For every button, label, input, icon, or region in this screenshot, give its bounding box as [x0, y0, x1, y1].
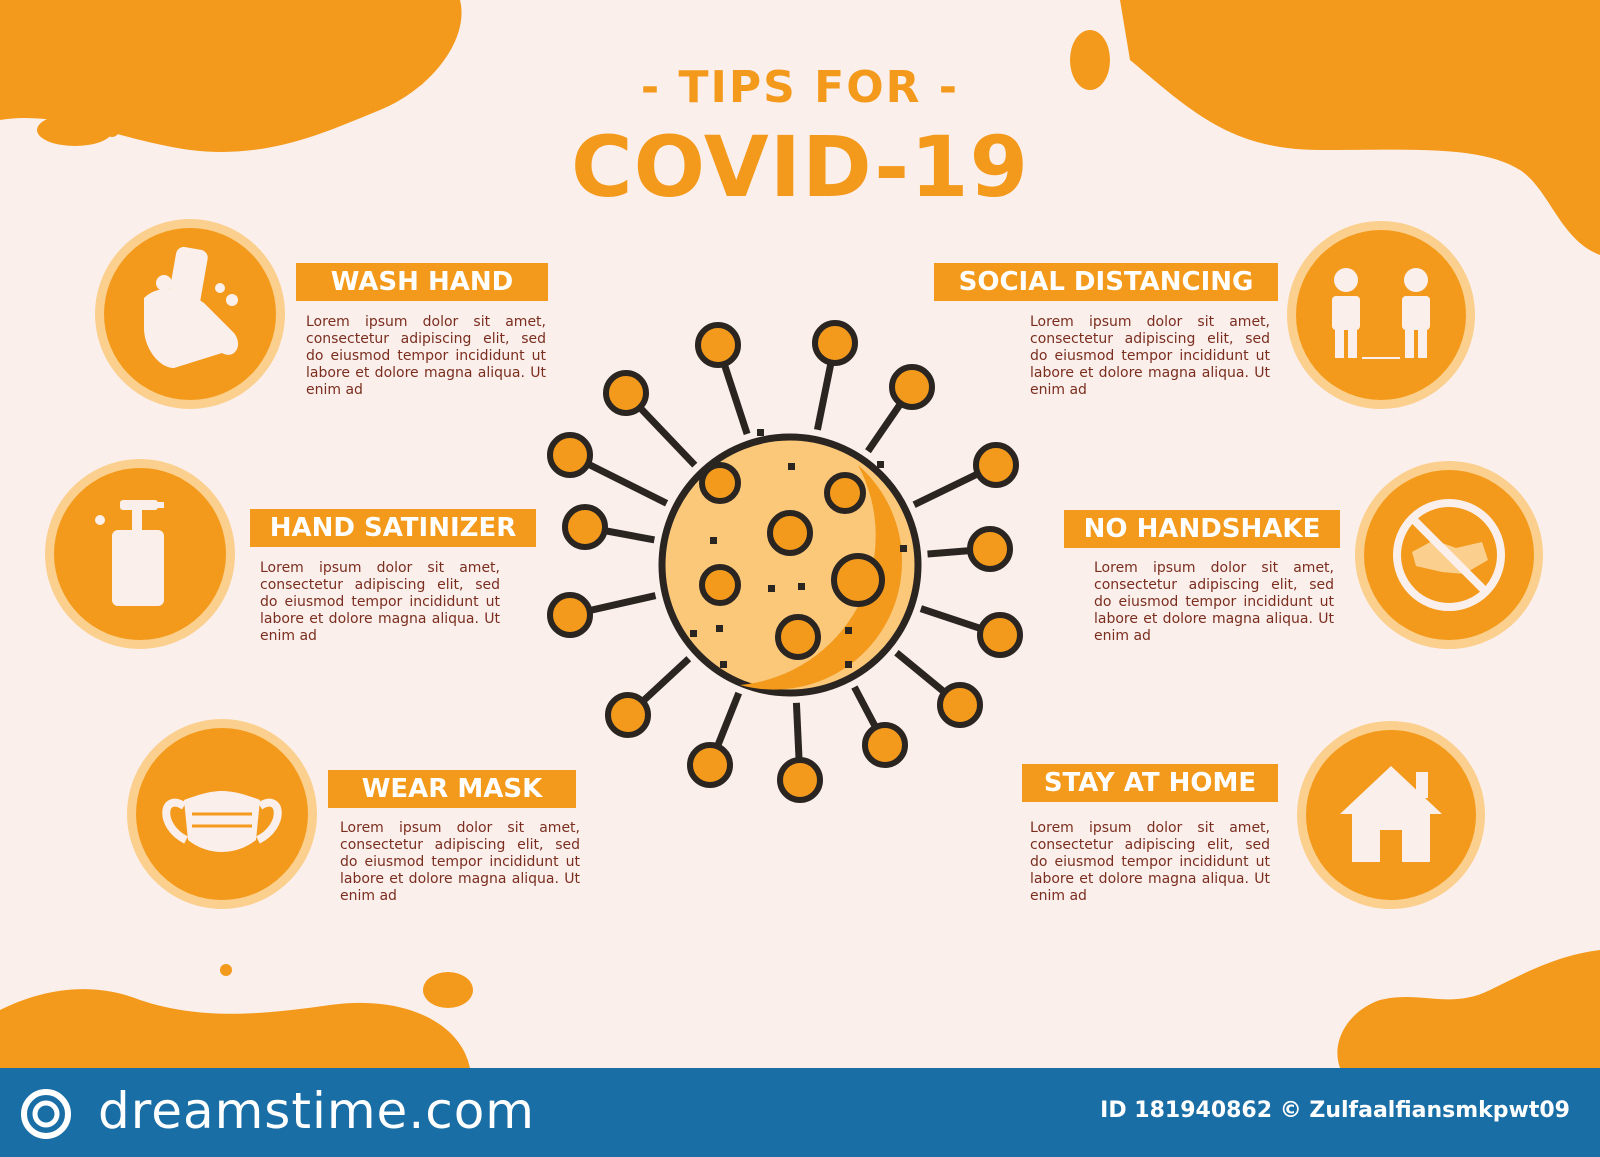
tip-text-stay-at-home: Lorem ipsum dolor sit amet, consectetur … [1030, 820, 1270, 904]
no-handshake-icon [1393, 499, 1505, 611]
top-right-blob [1070, 0, 1600, 255]
washing-hands-icon [144, 246, 239, 368]
page-title: COVID-19 [570, 118, 1030, 216]
no-handshake-circle [1364, 470, 1534, 640]
dreamstime-logo-icon [21, 1089, 71, 1139]
two-people-icon [1332, 268, 1430, 359]
image-credit: ID 181940862 © Zulfaalfiansmkpwt09 [1100, 1098, 1570, 1123]
bottom-right-blob [1337, 950, 1600, 1068]
tip-label-stay-at-home: STAY AT HOME [1022, 764, 1278, 802]
social-distancing-circle [1296, 230, 1466, 400]
tip-label-wear-mask: WEAR MASK [328, 770, 576, 808]
tip-label-hand-sanitizer: HAND SATINIZER [250, 509, 536, 547]
tip-text-wear-mask: Lorem ipsum dolor sit amet, consectetur … [340, 820, 580, 904]
tip-label-wash-hand: WASH HAND [296, 263, 548, 301]
wear-mask-circle [136, 728, 308, 900]
face-mask-icon [162, 791, 282, 852]
tip-label-no-handshake: NO HANDSHAKE [1064, 510, 1340, 548]
tip-text-wash-hand: Lorem ipsum dolor sit amet, consectetur … [306, 314, 546, 398]
subtitle: - TIPS FOR - [640, 62, 960, 113]
bottom-left-blob [0, 964, 473, 1068]
house-icon [1340, 766, 1442, 862]
sanitizer-bottle-icon [95, 500, 164, 606]
watermark-bar: dreamstime.com ID 181940862 © Zulfaalfia… [0, 1068, 1600, 1157]
tip-label-social-distancing: SOCIAL DISTANCING [934, 263, 1278, 301]
virus-icon [547, 320, 1023, 803]
tip-text-no-handshake: Lorem ipsum dolor sit amet, consectetur … [1094, 560, 1334, 644]
top-left-blob [0, 0, 462, 152]
brand-name: dreamstime.com [98, 1082, 535, 1140]
wash-hand-circle [104, 228, 276, 400]
hand-sanitizer-circle [54, 468, 226, 640]
tip-text-social-distancing: Lorem ipsum dolor sit amet, consectetur … [1030, 314, 1270, 398]
tip-text-hand-sanitizer: Lorem ipsum dolor sit amet, consectetur … [260, 560, 500, 644]
stay-at-home-circle [1306, 730, 1476, 900]
